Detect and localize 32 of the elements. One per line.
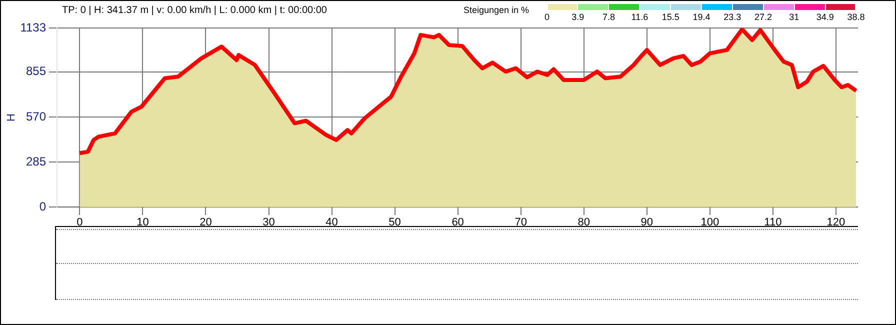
x-tick-label: 110	[764, 216, 782, 229]
x-tick-label: 10	[136, 216, 149, 229]
y-tick-label: 855	[26, 64, 46, 78]
x-tick-label: 80	[578, 216, 590, 229]
text: 7.8	[602, 12, 616, 22]
y-tick-label: 570	[26, 109, 46, 124]
x-tick-label: 60	[452, 216, 464, 229]
x-tick-label: 50	[388, 216, 401, 229]
x-tick-label: 40	[326, 216, 338, 229]
x-tick-label: 20	[200, 216, 212, 229]
x-tick-label: 90	[640, 216, 654, 229]
text: 0	[543, 12, 550, 22]
text: 3.9	[570, 12, 586, 22]
y-tick-label: 0	[39, 199, 46, 214]
y-tick-label: 285	[26, 154, 46, 168]
x-tick-label: 100	[700, 216, 720, 229]
chart-subtitle: TP: 0 | H: 341.37 m | v: 0.00 km/h | L: 0.000 km | t: 00:00:00	[62, 5, 327, 17]
text: 34.9	[815, 12, 835, 22]
x-tick-label: 70	[514, 216, 527, 229]
y-tick-label: 1133	[20, 20, 46, 34]
x-tick-label: 0	[76, 216, 83, 229]
x-tick-label: 30	[262, 216, 275, 229]
color-bar-title: Steigungen in %	[463, 5, 529, 16]
text: 38.8	[846, 12, 866, 22]
text: 31	[788, 12, 800, 22]
text: 23.3	[722, 12, 742, 22]
y-axis-title: H	[6, 113, 18, 122]
text: 15.5	[660, 12, 680, 22]
text: 11.6	[630, 12, 650, 22]
text: 27.2	[754, 12, 774, 22]
text: 19.4	[692, 12, 712, 22]
x-tick-label: 120	[826, 216, 846, 229]
